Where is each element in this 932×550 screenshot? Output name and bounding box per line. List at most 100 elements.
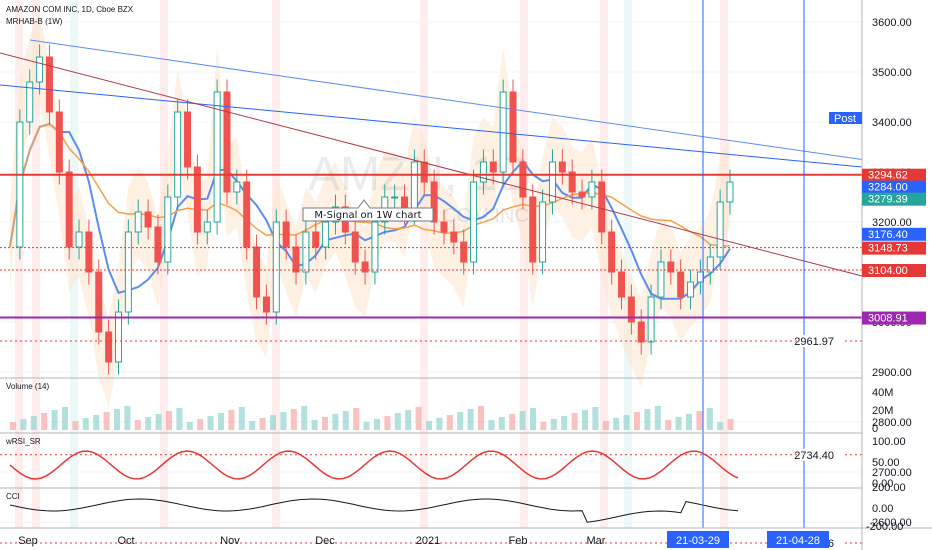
volume-bar (467, 409, 474, 430)
candle-body (371, 221, 379, 273)
candle-body (75, 231, 83, 248)
candle-body (608, 231, 616, 273)
candle-body (588, 181, 596, 198)
candle-body (657, 261, 665, 298)
candle-body (322, 221, 330, 248)
volume-bar (530, 408, 536, 430)
date-tag-1-label: 21-03-29 (676, 535, 720, 547)
candle-body (529, 196, 537, 263)
candle-body (460, 241, 468, 263)
price-tick: 3600.00 (872, 17, 912, 29)
volume-bar (207, 416, 214, 430)
time-axis-label: Feb (509, 535, 528, 547)
candles (16, 44, 734, 375)
descending-trendline (0, 52, 863, 277)
volume-bar (41, 413, 48, 430)
candle-body (174, 111, 182, 198)
candle-body (105, 331, 113, 363)
volume-bar (634, 412, 640, 430)
dotted-level-bg (800, 448, 842, 461)
candle-body (213, 91, 221, 223)
candle-body (312, 231, 320, 248)
cci-pane-title: CCI (6, 492, 20, 501)
candle-body (262, 296, 270, 313)
date-tag-2-label: 21-04-28 (776, 535, 820, 547)
candle-body (706, 256, 714, 273)
price-tag-label: 3176.40 (868, 229, 908, 241)
volume-bar (488, 420, 495, 430)
volume-bar (426, 421, 432, 430)
volume-bar (363, 422, 370, 430)
candle-body (36, 56, 44, 83)
volume-bar (270, 415, 276, 430)
volume-bar (550, 419, 557, 430)
candle-body (45, 56, 53, 113)
price-tag (862, 264, 926, 277)
candle-body (450, 231, 458, 243)
m-signal-callout[interactable]: M-Signal on 1W chart (302, 199, 434, 222)
candle-body (65, 171, 73, 248)
candle-body (114, 311, 122, 363)
post-market-label: Post (834, 113, 856, 125)
symbol-legend: AMAZON COM INC, 1D, Cboe BZX (6, 5, 134, 14)
cci-tick: -200.00 (866, 521, 903, 533)
price-tag-label: 3294.62 (868, 170, 908, 182)
volume-bar (238, 407, 245, 430)
date-tag-2: 21-04-28 (767, 531, 829, 548)
candle-body (687, 281, 695, 298)
candle-body (203, 221, 211, 233)
volume-bar (311, 420, 318, 430)
candle-body (95, 271, 103, 333)
cci-tick: 200.00 (872, 482, 906, 494)
candle-body (144, 211, 152, 228)
volume-bar (436, 418, 443, 430)
candle-body (598, 181, 606, 233)
upper-trendline (29, 39, 863, 160)
volume-bar (124, 406, 131, 430)
volume-bar (155, 414, 162, 430)
time-axis-label: Dec (315, 535, 335, 547)
candle-body (351, 231, 359, 263)
candle-body (410, 161, 418, 213)
volume-bar (394, 413, 401, 430)
wrsi-tick: 50.00 (872, 457, 900, 469)
candle-body (361, 261, 369, 273)
time-axis-label: Nov (220, 535, 240, 547)
highlight-column (420, 0, 428, 528)
dotted-level-label: 2961.97 (794, 336, 834, 348)
volume-bar (706, 408, 713, 430)
candle-body (430, 181, 438, 223)
cci-tick: 0.00 (872, 503, 893, 515)
volume-bar (571, 413, 578, 430)
date-tag-1: 21-03-29 (667, 531, 729, 548)
price-tag (862, 168, 926, 182)
wrsi-tick: 0.00 (872, 478, 893, 490)
volume-bar (197, 419, 204, 430)
candle-body (499, 91, 507, 173)
price-tick: 3200.00 (872, 217, 912, 229)
candle-body (677, 271, 685, 298)
volume-bar (582, 410, 588, 430)
volume-bar (280, 412, 287, 430)
volume-bar (509, 414, 516, 430)
candle-body (667, 261, 675, 273)
volume-bar (498, 417, 505, 430)
volume-bar (103, 412, 110, 430)
volume-bar (415, 407, 422, 430)
price-tick: 2700.00 (872, 467, 912, 479)
post-market-tag: Post (829, 112, 862, 125)
volume-bar (457, 412, 464, 430)
candle-body (124, 231, 132, 313)
volume-bar (675, 417, 682, 430)
volume-tick: 0 (872, 423, 878, 435)
volume-bar (301, 406, 308, 430)
volume-bar (519, 411, 526, 430)
wrsi-pane-title: wRSI_SR (5, 437, 41, 446)
price-tick: 3500.00 (872, 67, 912, 79)
volume-bar (114, 409, 120, 430)
price-tick: 3400.00 (872, 117, 912, 129)
candle-body (154, 226, 162, 263)
highlight-column (520, 0, 528, 528)
price-tag-label: 3104.00 (868, 265, 908, 277)
